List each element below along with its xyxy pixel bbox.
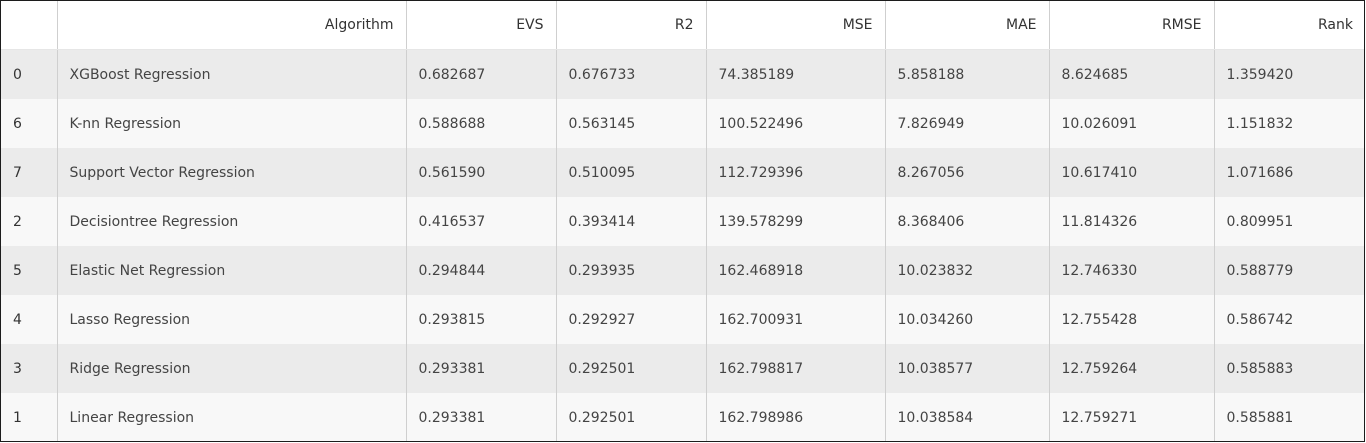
rank-header: Rank	[1213, 1, 1364, 50]
table-row: 6 K-nn Regression 0.588688 0.563145 100.…	[1, 99, 1364, 148]
rank-cell: 0.588779	[1213, 246, 1364, 295]
rank-cell: 0.586742	[1213, 295, 1364, 344]
rank-cell: 1.151832	[1213, 99, 1364, 148]
mae-cell: 8.267056	[884, 148, 1049, 197]
mae-cell: 10.038584	[884, 393, 1049, 441]
row-index: 4	[1, 295, 57, 344]
evs-cell: 0.682687	[405, 49, 556, 99]
mse-cell: 112.729396	[705, 148, 885, 197]
rmse-cell: 12.759271	[1048, 393, 1214, 441]
r2-cell: 0.676733	[555, 49, 706, 99]
algorithm-cell: Lasso Regression	[56, 295, 406, 344]
table-row: 4 Lasso Regression 0.293815 0.292927 162…	[1, 295, 1364, 344]
row-index: 7	[1, 148, 57, 197]
mse-cell: 74.385189	[705, 49, 885, 99]
row-index: 2	[1, 197, 57, 246]
mse-cell: 100.522496	[705, 99, 885, 148]
mae-cell: 10.034260	[884, 295, 1049, 344]
evs-cell: 0.294844	[405, 246, 556, 295]
mae-cell: 10.023832	[884, 246, 1049, 295]
r2-cell: 0.293935	[555, 246, 706, 295]
row-index: 3	[1, 344, 57, 393]
algorithm-cell: K-nn Regression	[56, 99, 406, 148]
rmse-cell: 12.746330	[1048, 246, 1214, 295]
rank-cell: 1.359420	[1213, 49, 1364, 99]
rmse-header: RMSE	[1048, 1, 1214, 50]
rmse-cell: 8.624685	[1048, 49, 1214, 99]
rmse-cell: 11.814326	[1048, 197, 1214, 246]
algorithm-cell: Support Vector Regression	[56, 148, 406, 197]
algorithm-cell: Ridge Regression	[56, 344, 406, 393]
mae-cell: 5.858188	[884, 49, 1049, 99]
rank-cell: 0.585881	[1213, 393, 1364, 441]
evs-cell: 0.293381	[405, 393, 556, 441]
r2-cell: 0.292927	[555, 295, 706, 344]
algorithm-cell: Linear Regression	[56, 393, 406, 441]
header-row: Algorithm EVS R2 MSE MAE RMSE Rank	[1, 1, 1364, 50]
table-row: 0 XGBoost Regression 0.682687 0.676733 7…	[1, 49, 1364, 99]
row-index: 5	[1, 246, 57, 295]
r2-cell: 0.510095	[555, 148, 706, 197]
mse-cell: 162.798817	[705, 344, 885, 393]
index-header	[1, 1, 57, 50]
algorithm-header: Algorithm	[56, 1, 406, 50]
r2-cell: 0.292501	[555, 344, 706, 393]
r2-cell: 0.563145	[555, 99, 706, 148]
mse-cell: 139.578299	[705, 197, 885, 246]
row-index: 6	[1, 99, 57, 148]
row-index: 0	[1, 49, 57, 99]
rank-cell: 0.809951	[1213, 197, 1364, 246]
r2-header: R2	[555, 1, 706, 50]
rank-cell: 0.585883	[1213, 344, 1364, 393]
table-row: 2 Decisiontree Regression 0.416537 0.393…	[1, 197, 1364, 246]
rmse-cell: 10.617410	[1048, 148, 1214, 197]
algorithm-cell: Elastic Net Regression	[56, 246, 406, 295]
algorithm-cell: Decisiontree Regression	[56, 197, 406, 246]
rmse-cell: 12.759264	[1048, 344, 1214, 393]
evs-cell: 0.588688	[405, 99, 556, 148]
table-row: 7 Support Vector Regression 0.561590 0.5…	[1, 148, 1364, 197]
mse-cell: 162.798986	[705, 393, 885, 441]
r2-cell: 0.393414	[555, 197, 706, 246]
evs-cell: 0.293815	[405, 295, 556, 344]
r2-cell: 0.292501	[555, 393, 706, 441]
mse-cell: 162.700931	[705, 295, 885, 344]
table-row: 1 Linear Regression 0.293381 0.292501 16…	[1, 393, 1364, 441]
row-index: 1	[1, 393, 57, 441]
mae-cell: 8.368406	[884, 197, 1049, 246]
table-row: 5 Elastic Net Regression 0.294844 0.2939…	[1, 246, 1364, 295]
rmse-cell: 12.755428	[1048, 295, 1214, 344]
mae-cell: 10.038577	[884, 344, 1049, 393]
mae-header: MAE	[884, 1, 1049, 50]
rank-cell: 1.071686	[1213, 148, 1364, 197]
rmse-cell: 10.026091	[1048, 99, 1214, 148]
table-row: 3 Ridge Regression 0.293381 0.292501 162…	[1, 344, 1364, 393]
evs-cell: 0.293381	[405, 344, 556, 393]
mse-cell: 162.468918	[705, 246, 885, 295]
evs-cell: 0.561590	[405, 148, 556, 197]
evs-header: EVS	[405, 1, 556, 50]
mae-cell: 7.826949	[884, 99, 1049, 148]
algorithm-cell: XGBoost Regression	[56, 49, 406, 99]
evs-cell: 0.416537	[405, 197, 556, 246]
mse-header: MSE	[705, 1, 885, 50]
